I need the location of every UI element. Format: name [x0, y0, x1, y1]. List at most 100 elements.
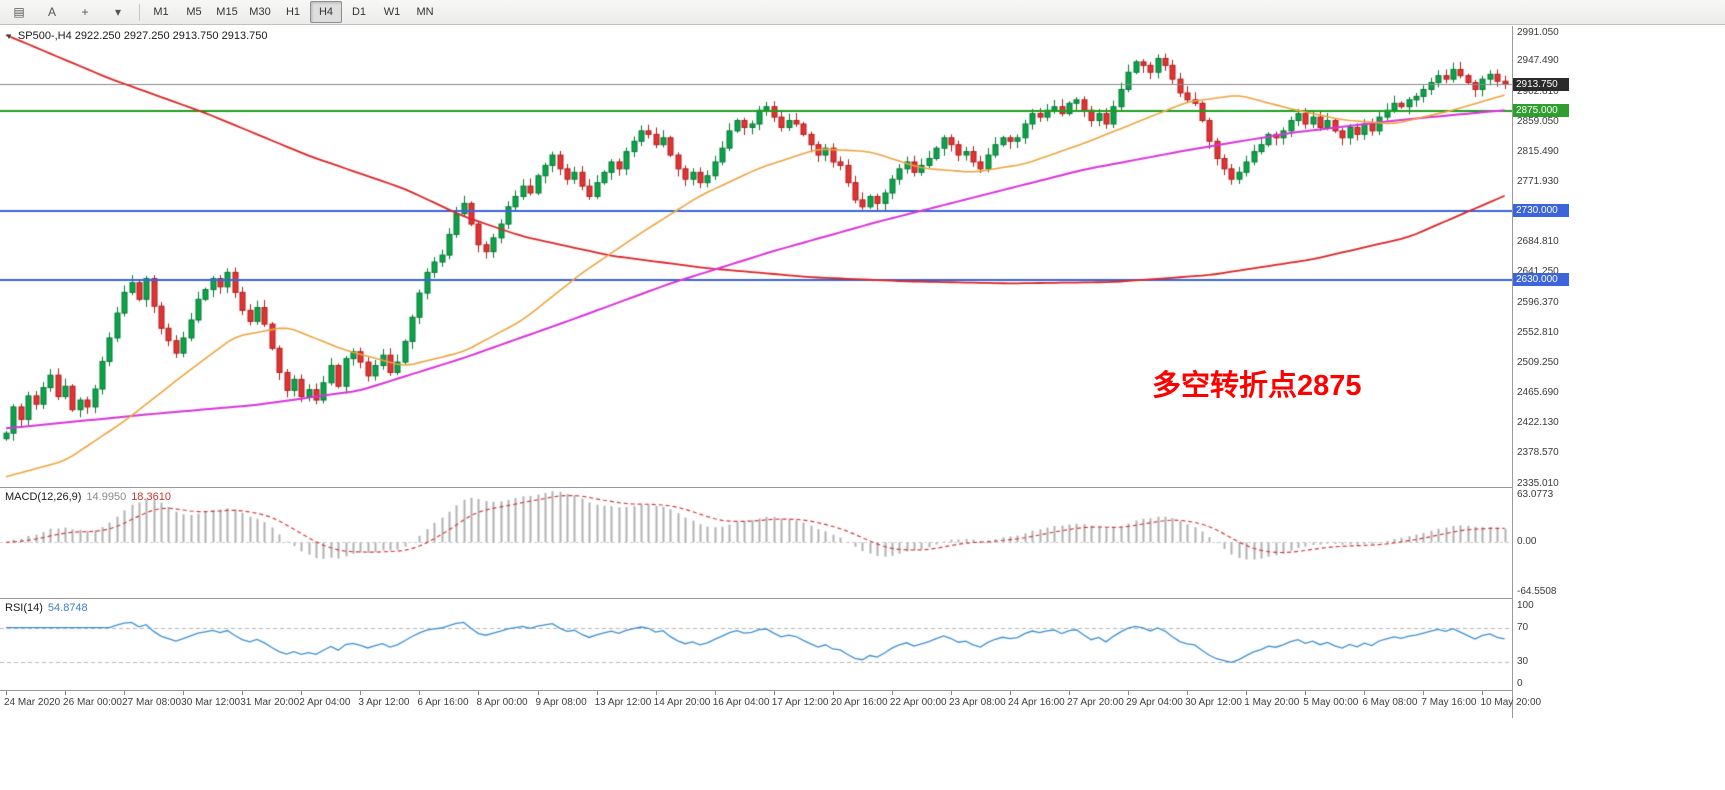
- macd-axis-label: 0.00: [1517, 536, 1537, 548]
- time-axis-label: 17 Apr 12:00: [771, 697, 829, 708]
- time-axis-tick: [183, 691, 184, 695]
- annotation-text: 多空转折点2875: [1152, 370, 1362, 402]
- time-axis-label: 6 Apr 16:00: [417, 697, 469, 708]
- time-axis-label: 29 Apr 04:00: [1126, 697, 1183, 708]
- timeframe-button-d1[interactable]: D1: [351, 6, 367, 18]
- timeframe-button-h4[interactable]: H4: [310, 1, 342, 23]
- time-axis-label: 3 Apr 12:00: [358, 697, 410, 708]
- cursor-a-icon[interactable]: A: [47, 5, 56, 19]
- time-axis-label: 22 Apr 00:00: [889, 697, 947, 708]
- current-price-tag[interactable]: 2913.750: [1513, 77, 1569, 91]
- macd-axis-label: -64.5508: [1517, 586, 1557, 597]
- time-axis-label: 30 Apr 12:00: [1185, 697, 1242, 708]
- rsi-value: 54.8748: [47, 602, 88, 614]
- time-axis-tick: [1010, 691, 1011, 695]
- chart-title-text: SP500-,H4 2922.250 2927.250 2913.750 291…: [17, 30, 268, 42]
- price-axis-label: 2815.490: [1517, 145, 1559, 157]
- time-axis-tick: [1364, 691, 1365, 695]
- time-axis-label: 26 Mar 00:00: [63, 697, 122, 708]
- time-axis-tick: [242, 691, 243, 695]
- time-axis-tick: [1128, 691, 1129, 695]
- timeframe-button-m15[interactable]: M15: [216, 6, 238, 18]
- time-axis-tick: [1069, 691, 1070, 695]
- price-axis-label: 2552.810: [1517, 327, 1559, 339]
- price-axis-label: 2465.690: [1517, 387, 1559, 399]
- charts-grid-icon[interactable]: ▤: [13, 5, 25, 19]
- macd-main-value: 14.9950: [86, 491, 127, 503]
- rsi-indicator-canvas[interactable]: [0, 599, 1512, 690]
- time-axis-tick: [1482, 691, 1483, 695]
- time-axis-tick: [951, 691, 952, 695]
- time-axis-label: 24 Mar 2020: [4, 697, 61, 708]
- toolbar-separator: [139, 3, 140, 21]
- macd-label: MACD(12,26,9) 14.9950 18.3610: [5, 491, 171, 503]
- time-axis-label: 20 Apr 16:00: [830, 697, 888, 708]
- time-axis-tick: [1423, 691, 1424, 695]
- rsi-axis-label: 100: [1517, 600, 1534, 611]
- time-axis-tick: [360, 691, 361, 695]
- macd-axis-label: 63.0773: [1517, 489, 1554, 500]
- level-tag-2630[interactable]: 2630.000: [1513, 273, 1569, 287]
- price-macd-separator[interactable]: [0, 487, 1513, 488]
- chart-area: ▼ SP500-,H4 2922.250 2927.250 2913.750 2…: [0, 26, 1725, 718]
- time-axis-label: 30 Mar 12:00: [181, 697, 241, 708]
- price-axis-label: 2509.250: [1517, 357, 1559, 369]
- level-tag-2875[interactable]: 2875.000: [1513, 104, 1569, 118]
- time-axis-label: 14 Apr 20:00: [653, 697, 711, 708]
- symbol-dropdown-icon[interactable]: ▼: [5, 31, 13, 41]
- price-axis-label: 2596.370: [1517, 297, 1559, 309]
- macd-signal-value: 18.3610: [131, 491, 171, 503]
- price-axis-label: 2378.570: [1517, 447, 1559, 459]
- price-axis-label: 2335.010: [1517, 477, 1559, 489]
- chart-title: ▼ SP500-,H4 2922.250 2927.250 2913.750 2…: [5, 30, 267, 42]
- price-axis-label: 2991.050: [1517, 27, 1559, 38]
- time-axis-label: 10 May 20:00: [1480, 697, 1542, 708]
- time-axis-tick: [419, 691, 420, 695]
- timeframe-button-m30[interactable]: M30: [249, 6, 271, 18]
- timeframe-button-w1[interactable]: W1: [383, 6, 401, 18]
- time-axis-tick: [892, 691, 893, 695]
- toolbar: ▤ A + ▾ M1 M5 M15 M30 H1 H4 D1 W1 MN: [0, 0, 1725, 25]
- time-axis-label: 9 Apr 08:00: [535, 697, 587, 708]
- time-axis-tick: [715, 691, 716, 695]
- time-axis-label: 24 Apr 16:00: [1008, 697, 1065, 708]
- time-axis-label: 16 Apr 04:00: [712, 697, 770, 708]
- price-axis-label: 2641.250: [1517, 266, 1559, 278]
- time-axis-tick: [833, 691, 834, 695]
- time-axis-tick: [656, 691, 657, 695]
- crosshair-icon[interactable]: +: [81, 5, 89, 19]
- macd-name: MACD(12,26,9): [5, 491, 82, 503]
- time-axis-label: 6 May 08:00: [1362, 697, 1418, 708]
- time-axis-label: 31 Mar 20:00: [240, 697, 300, 708]
- macd-rsi-separator[interactable]: [0, 598, 1513, 599]
- timeframe-button-mn[interactable]: MN: [416, 6, 434, 18]
- level-tag-2730[interactable]: 2730.000: [1513, 204, 1569, 218]
- time-axis-label: 5 May 00:00: [1303, 697, 1359, 708]
- rsi-timeaxis-separator: [0, 690, 1513, 691]
- time-axis-label: 27 Apr 20:00: [1067, 697, 1124, 708]
- price-axis-label: 2422.130: [1517, 417, 1559, 429]
- rsi-label: RSI(14) 54.8748: [5, 602, 88, 614]
- price-axis-label: 2859.050: [1517, 115, 1559, 127]
- price-axis-label: 2771.930: [1517, 176, 1559, 187]
- time-axis-tick: [1246, 691, 1247, 695]
- macd-indicator-canvas[interactable]: [0, 488, 1512, 598]
- time-axis-label: 13 Apr 12:00: [594, 697, 652, 708]
- timeframe-button-m5[interactable]: M5: [186, 6, 202, 18]
- draw-tools-dropdown-icon[interactable]: ▾: [114, 5, 122, 19]
- time-axis-label: 7 May 16:00: [1421, 697, 1477, 708]
- price-axis-label: 2947.490: [1517, 54, 1559, 66]
- time-axis-tick: [538, 691, 539, 695]
- rsi-axis-label: 70: [1517, 621, 1529, 633]
- time-axis-tick: [65, 691, 66, 695]
- price-axis-label: 2902.810: [1517, 85, 1559, 97]
- time-axis-tick: [478, 691, 479, 695]
- time-axis-tick: [597, 691, 598, 695]
- timeframe-button-m1[interactable]: M1: [153, 6, 169, 18]
- timeframe-button-h1[interactable]: H1: [285, 6, 301, 18]
- rsi-axis-label: 30: [1517, 655, 1529, 667]
- time-axis-label: 23 Apr 08:00: [948, 697, 1006, 708]
- price-chart-canvas[interactable]: [0, 26, 1512, 487]
- price-axis-label: 2684.810: [1517, 236, 1559, 248]
- time-axis-tick: [1305, 691, 1306, 695]
